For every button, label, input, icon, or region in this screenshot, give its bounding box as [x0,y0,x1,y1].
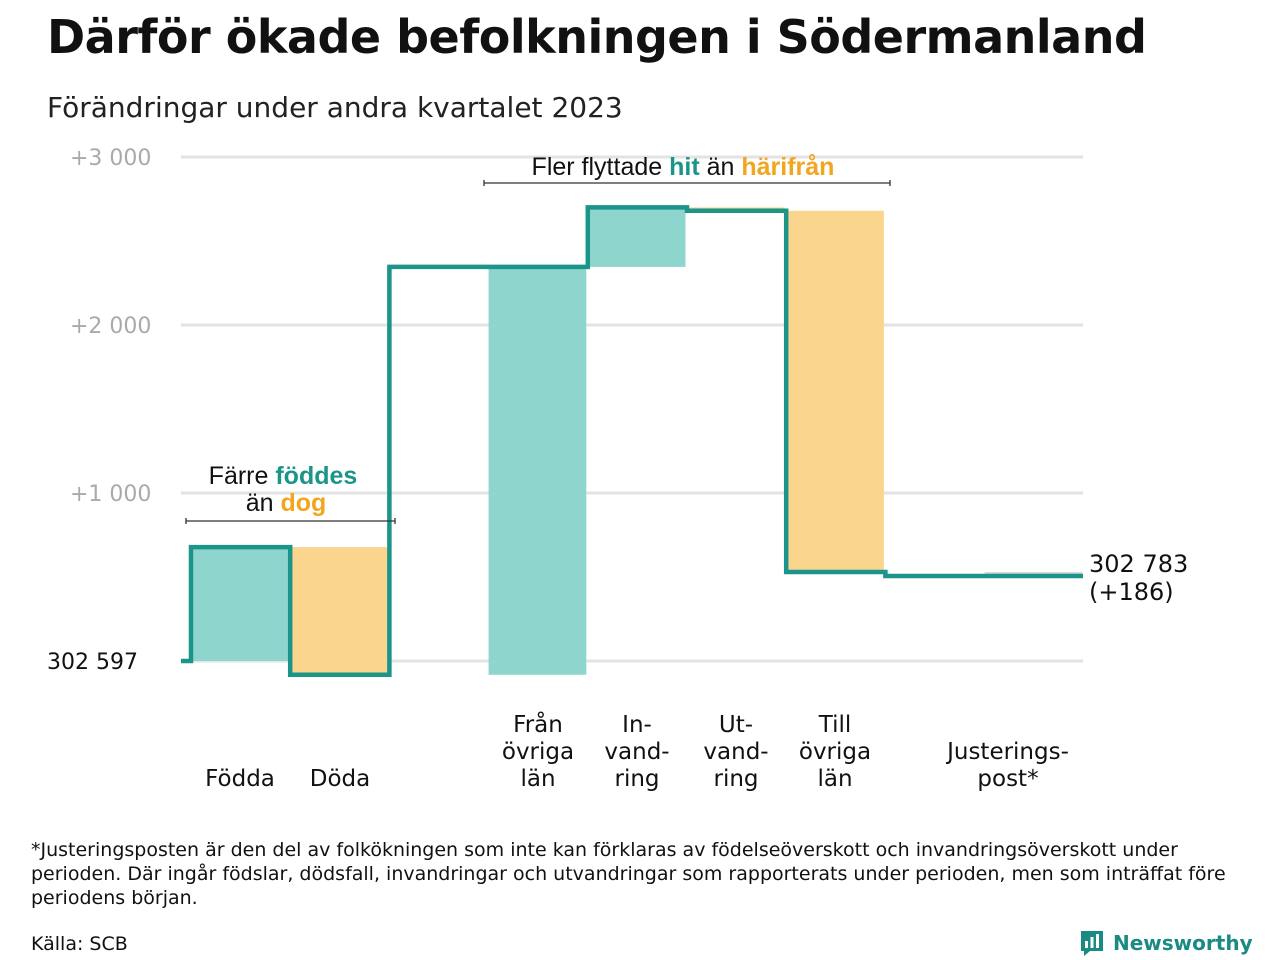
annotation-part: Färre [209,462,276,490]
category-label: Döda [310,766,370,792]
bar-4 [587,207,686,267]
chart-subtitle: Förändringar under andra kvartalet 2023 [47,91,623,124]
cumulative-step-line [181,205,1083,678]
category-label: län [520,766,555,792]
annotation-births-line2: än dog [246,489,327,517]
annotation-part: föddes [275,462,357,490]
annotation-part: härifrån [741,153,834,181]
category-label: Till [818,712,852,738]
labels: +1 000 +2 000 +3 000 302 597 302 783(+186) Fö… [47,146,1188,792]
category-label: Ut- [719,712,753,738]
category-label: övriga [799,739,871,765]
category-label: övriga [502,739,574,765]
bars [191,207,1083,675]
bar-chart-speech-icon [1081,931,1103,956]
footnote: *Justeringsposten är den del av folkökni… [31,839,1226,909]
annotation-migration-line1: Fler flyttade hit än härifrån [532,153,835,181]
category-label: ring [614,766,659,792]
bar-2 [290,547,388,675]
category-label: vand- [604,739,669,765]
y-tick-label: +3 000 [70,146,151,171]
y-tick-label: +1 000 [70,482,151,507]
annotation-births-bracket [185,518,396,524]
category-label: Från [513,710,563,738]
start-value-label: 302 597 [47,650,138,675]
category-label: Födda [205,766,275,792]
end-change-label: (+186) [1089,578,1174,606]
category-label: Justerings- [945,739,1069,765]
annotation-part: dog [280,489,326,517]
category-label: ring [713,766,758,792]
step-line [181,205,1083,678]
end-value-label: 302 783 [1089,550,1188,578]
annotation-part: hit [669,153,700,181]
bar-1 [191,547,289,661]
source-note: Källa: SCB [31,933,128,955]
annotation-part: än [700,153,742,181]
category-label: In- [622,712,652,738]
annotation-part: Fler flyttade [532,153,670,181]
annotation-part: än [246,489,281,517]
bar-6 [786,210,884,572]
annotation-births-line1: Färre föddes [209,462,358,490]
category-label: post* [977,766,1038,792]
brand-logo: Newsworthy [1079,928,1253,958]
y-tick-label: +2 000 [70,314,151,339]
bar-3 [488,266,587,675]
brand-name: Newsworthy [1113,931,1253,955]
category-label: län [817,766,852,792]
chart-title: Därför ökade befolkningen i Södermanland [47,10,1147,64]
annotation-migration-bracket [483,180,891,186]
waterfall-chart: +1 000 +2 000 +3 000 302 597 302 783(+186) Fö… [47,146,1188,792]
category-label: vand- [703,739,768,765]
